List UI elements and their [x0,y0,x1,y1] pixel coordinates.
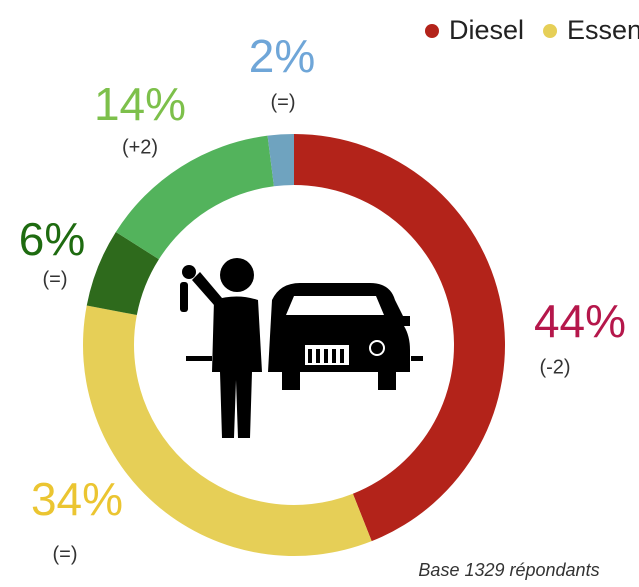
donut-segment [86,231,159,316]
change-label: (-2) [539,356,570,378]
value-label: 14% [94,78,186,130]
change-label: (+2) [122,136,158,158]
legend-label: Diesel [449,15,524,45]
change-label: (=) [43,268,68,290]
value-label: 34% [31,473,123,525]
donut-segment [83,305,372,557]
donut-segment [294,134,506,542]
legend-label: Essence [567,15,639,45]
change-label: (=) [53,543,78,565]
value-label: 44% [534,295,626,347]
donut-segment [115,135,274,260]
legend-marker [543,24,558,38]
driver-icon [180,258,423,438]
value-label: 2% [249,30,315,82]
donut-segment [267,134,294,187]
legend-marker [425,24,439,38]
value-label: 6% [19,213,85,265]
change-label: (=) [271,91,296,113]
footnote: Base 1329 répondants [418,560,599,580]
